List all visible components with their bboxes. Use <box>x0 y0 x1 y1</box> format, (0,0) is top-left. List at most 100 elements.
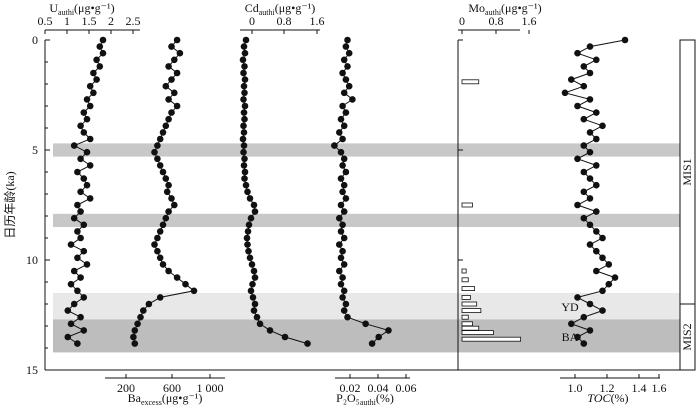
point-P-29 <box>337 228 345 235</box>
point-Ba-13 <box>162 122 170 130</box>
point-U-7 <box>86 82 94 90</box>
point-U-24 <box>86 195 94 202</box>
point-TOC-23 <box>580 188 588 196</box>
tick-label-U: 1.5 <box>82 14 97 28</box>
point-TOC-44 <box>586 327 594 334</box>
point-U-37 <box>67 280 75 288</box>
point-TOC-10 <box>574 102 581 110</box>
point-U-46 <box>74 340 81 347</box>
mis-label-MIS2: MIS2 <box>680 323 694 350</box>
point-P-10 <box>339 102 346 110</box>
point-Cd-18 <box>241 155 248 163</box>
point-Cd-10 <box>241 102 249 110</box>
tick-label-U: 2.5 <box>126 14 141 28</box>
point-U-29 <box>74 228 81 235</box>
point-U-1 <box>96 43 104 50</box>
mo-bar-10 <box>461 325 480 331</box>
point-Cd-44 <box>266 327 274 334</box>
age-tick-label: 5 <box>32 143 38 157</box>
right-plot-frame: MIS1 MIS2 <box>45 39 696 371</box>
tick-label-P: 0.06 <box>396 381 417 395</box>
point-Cd-11 <box>240 109 248 116</box>
point-TOC-41 <box>599 307 606 314</box>
point-P-36 <box>339 274 346 281</box>
point-TOC-38 <box>599 287 606 295</box>
point-Cd-7 <box>240 82 248 90</box>
point-U-25 <box>74 201 81 209</box>
mo-bar-9 <box>461 321 473 327</box>
point-Ba-35 <box>165 267 172 275</box>
point-Ba-10 <box>173 102 181 110</box>
point-Cd-43 <box>256 320 264 328</box>
band-1-1 <box>458 213 680 227</box>
point-U-16 <box>70 142 78 149</box>
point-Cd-25 <box>250 201 258 209</box>
point-TOC-16 <box>580 142 588 149</box>
point-TOC-27 <box>580 214 588 222</box>
point-Cd-8 <box>241 89 248 97</box>
point-P-35 <box>336 267 343 275</box>
point-Ba-23 <box>163 188 171 196</box>
point-U-32 <box>80 247 88 255</box>
point-TOC-5 <box>586 69 594 77</box>
point-U-45 <box>64 333 72 341</box>
point-P-17 <box>337 148 345 156</box>
band-3-0 <box>53 319 458 353</box>
point-Cd-45 <box>281 333 289 341</box>
point-U-15 <box>86 135 94 143</box>
point-Cd-16 <box>240 142 248 149</box>
tick-label-Mo: 0.8 <box>489 14 504 28</box>
axis-title-Mo: Moauthi(μg•g⁻¹) <box>468 1 541 17</box>
point-U-6 <box>93 76 100 83</box>
point-P-19 <box>339 162 346 169</box>
point-Ba-36 <box>173 274 181 281</box>
point-U-2 <box>99 49 107 57</box>
point-Ba-8 <box>171 89 178 97</box>
band-label-BA: BA <box>562 330 579 344</box>
point-P-2 <box>345 49 353 57</box>
point-P-12 <box>337 115 345 123</box>
point-Ba-26 <box>165 208 172 215</box>
point-P-8 <box>340 89 348 97</box>
point-TOC-25 <box>574 201 581 209</box>
point-Ba-0 <box>173 36 181 44</box>
point-Ba-29 <box>156 228 164 235</box>
point-Ba-19 <box>156 162 164 169</box>
axis-title-U: Uauthi(μg•g⁻¹) <box>49 1 114 17</box>
point-P-33 <box>337 254 345 262</box>
point-Cd-9 <box>240 96 247 103</box>
point-Ba-38 <box>190 287 198 295</box>
point-Cd-40 <box>251 300 259 308</box>
point-Cd-23 <box>244 188 251 196</box>
mo-bar-3 <box>461 277 469 283</box>
point-Cd-26 <box>251 208 259 215</box>
tick-label-TOC: 1.6 <box>652 381 667 395</box>
point-Ba-16 <box>154 142 161 149</box>
point-TOC-45 <box>574 333 581 341</box>
point-P-42 <box>344 313 351 321</box>
axis-title-Cd: Cdauthi(μg•g⁻¹) <box>245 1 316 17</box>
tick-label-Cd: 1.6 <box>310 14 325 28</box>
point-TOC-2 <box>574 49 581 57</box>
point-TOC-28 <box>586 221 594 229</box>
point-Ba-21 <box>162 175 170 182</box>
point-Cd-35 <box>250 267 258 275</box>
point-Cd-12 <box>241 115 248 123</box>
point-TOC-0 <box>621 36 629 44</box>
point-Ba-30 <box>154 234 161 242</box>
point-TOC-37 <box>605 280 613 288</box>
point-TOC-9 <box>586 96 594 103</box>
point-Ba-34 <box>159 261 167 268</box>
point-Ba-44 <box>131 327 139 334</box>
band-1-0 <box>53 213 458 227</box>
point-TOC-21 <box>586 175 594 182</box>
point-P-0 <box>344 36 351 44</box>
point-Cd-15 <box>239 135 247 143</box>
tick-label-P: 0.04 <box>368 381 389 395</box>
point-P-20 <box>342 168 350 176</box>
point-P-44 <box>385 327 392 334</box>
tick-label-Cd: 0.8 <box>277 14 292 28</box>
point-P-41 <box>340 307 348 314</box>
point-Ba-28 <box>159 221 167 229</box>
point-U-4 <box>96 63 104 70</box>
